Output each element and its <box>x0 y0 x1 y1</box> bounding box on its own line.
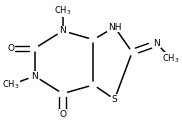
Text: NH: NH <box>108 23 121 32</box>
Text: N: N <box>153 39 160 48</box>
Text: CH$_3$: CH$_3$ <box>54 4 72 17</box>
Text: CH$_3$: CH$_3$ <box>162 52 180 65</box>
Text: CH$_3$: CH$_3$ <box>2 79 20 91</box>
Text: N: N <box>31 72 38 81</box>
Text: S: S <box>112 95 117 104</box>
Text: N: N <box>59 26 66 35</box>
Text: O: O <box>59 110 66 119</box>
Text: O: O <box>7 44 14 53</box>
